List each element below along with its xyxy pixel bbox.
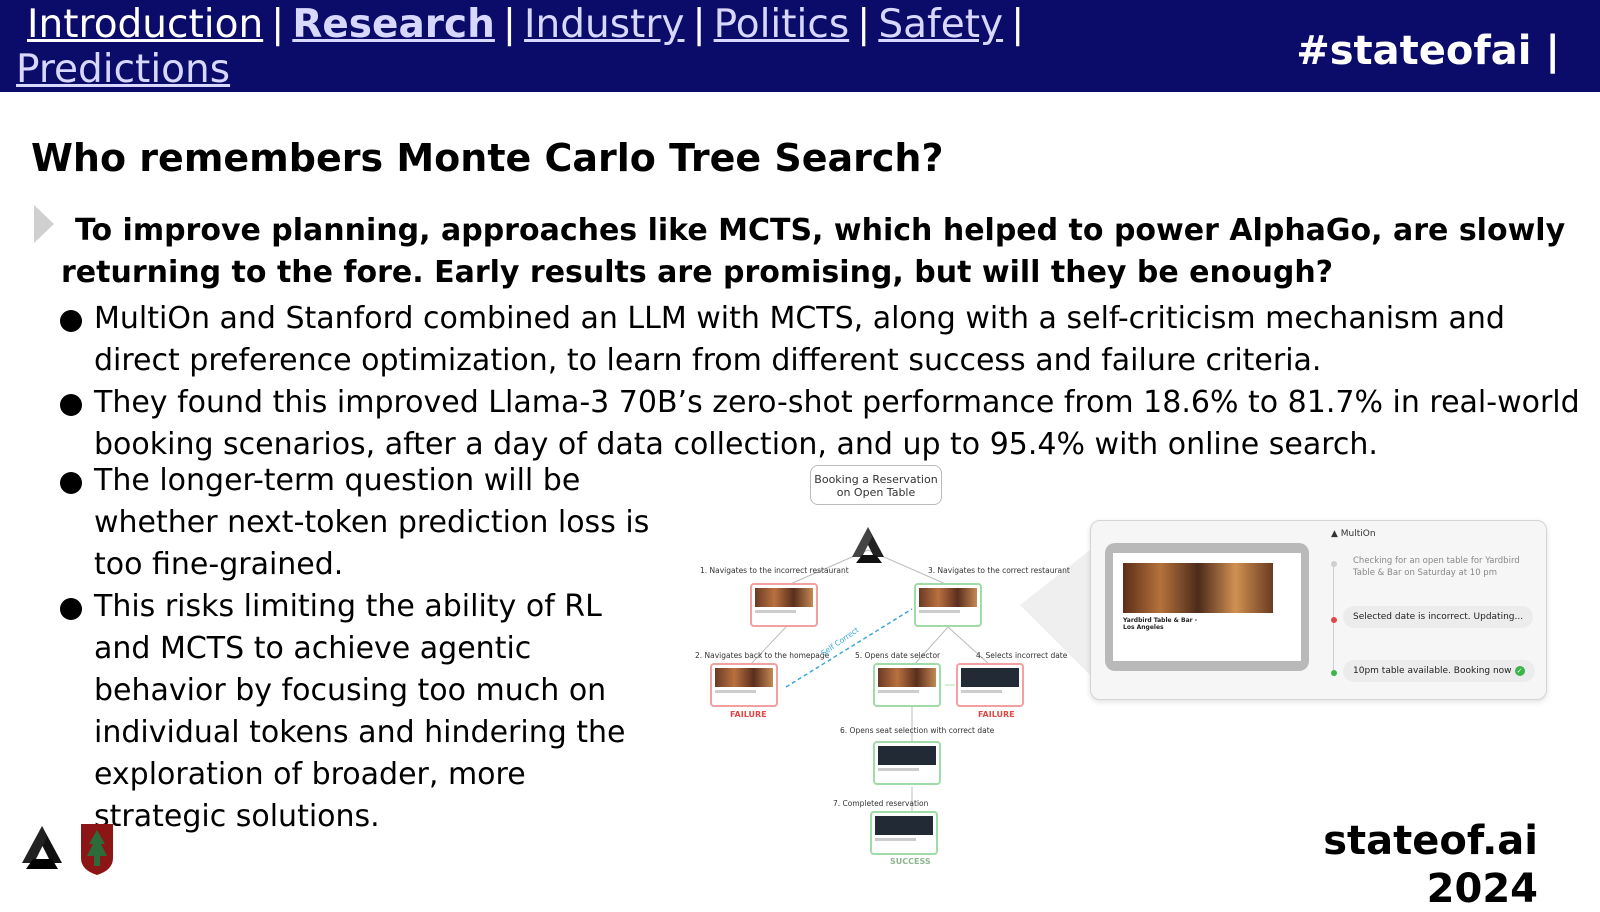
bullet-item: They found this improved Llama-3 70B’s z… [58,382,1594,466]
check-icon: ✓ [1514,666,1525,676]
step-label: 5. Opens date selector [855,651,941,660]
multion-brand: ▲ MultiOn [1331,529,1376,539]
footer-year: 2024 [1426,866,1538,912]
bullet-text: MultiOn and Stanford combined an LLM wit… [94,301,1505,378]
nav-link-safety[interactable]: Safety [878,2,1004,47]
step-label: 2. Navigates back to the homepage [695,651,830,660]
bullet-dot-icon [60,310,82,332]
hashtag-label: #stateofai | [1296,28,1560,74]
bullet-text: This risks limiting the ability of RL an… [94,589,626,834]
step-label: 4. Selects incorrect date [976,651,1068,660]
nav-link-politics[interactable]: Politics [713,2,850,47]
nav-link-predictions[interactable]: Predictions [16,47,231,92]
bullet-dot-icon [60,598,82,620]
section-nav: Introduction | Research | Industry | Politics |… [16,2,1106,92]
footer-site-name: stateof.ai [1323,818,1538,864]
slide-title: Who remembers Monte Carlo Tree Search? [31,136,944,180]
state-of-ai-logo-icon [22,826,62,869]
nav-separator: | [502,2,517,47]
mcts-figure: Booking a Reservation on Open Table 1. N… [690,465,1580,885]
failure-label: FAILURE [730,710,767,719]
nav-separator: | [692,2,706,47]
multion-small-icon: ▲ [1331,529,1338,539]
status-checking: Checking for an open table for Yardbird … [1353,556,1520,578]
tablet-screenshot: Yardbird Table & Bar - Los Angeles [1105,543,1309,671]
nav-link-introduction[interactable]: Introduction [27,2,264,47]
restaurant-name: Yardbird Table & Bar - Los Angeles [1123,617,1198,631]
task-bubble: Booking a Reservation on Open Table [810,465,942,505]
screenshot-thumbnail [956,663,1024,707]
bullet-item: The longer-term question will be whether… [58,460,654,586]
nav-link-industry[interactable]: Industry [524,2,685,47]
nav-separator: | [857,2,871,47]
step-label: 6. Opens seat selection with correct dat… [840,726,995,735]
screenshot-thumbnail [750,583,818,627]
bullet-dot-icon [60,394,82,416]
nav-link-research[interactable]: Research [292,2,495,47]
nav-separator: | [271,2,285,47]
bullet-item: MultiOn and Stanford combined an LLM wit… [58,298,1594,382]
status-incorrect: Selected date is incorrect. Updating... [1343,606,1534,628]
bullet-text: They found this improved Llama-3 70B’s z… [94,385,1580,462]
success-label: SUCCESS [890,857,931,866]
screenshot-thumbnail [873,663,941,707]
bullet-dot-icon [60,472,82,494]
status-available: 10pm table available. Booking now [1353,666,1512,676]
status-available-pill: 10pm table available. Booking now ✓ [1343,660,1535,682]
stanford-logo-icon [81,824,113,875]
failure-label: FAILURE [978,710,1015,719]
bullet-list: MultiOn and Stanford combined an LLM wit… [58,298,1594,838]
screenshot-thumbnail [870,811,938,855]
screenshot-thumbnail [710,663,778,707]
nav-separator: | [1011,2,1025,47]
screenshot-thumbnail [873,741,941,785]
step-label: 3. Navigates to the correct restaurant [928,566,1070,575]
bullet-text: The longer-term question will be whether… [94,463,650,582]
header-bar: Introduction | Research | Industry | Politics |… [0,0,1600,92]
screenshot-thumbnail [914,583,982,627]
multion-detail-panel: Yardbird Table & Bar - Los Angeles ▲ Mul… [1090,520,1547,700]
bullet-item: This risks limiting the ability of RL an… [58,586,654,838]
multion-logo-icon [852,527,884,563]
slide-subtitle: To improve planning, approaches like MCT… [61,213,1566,290]
step-label: 1. Navigates to the incorrect restaurant [700,566,849,575]
triangle-bullet-icon [34,205,54,243]
step-label: 7. Completed reservation [833,799,929,808]
